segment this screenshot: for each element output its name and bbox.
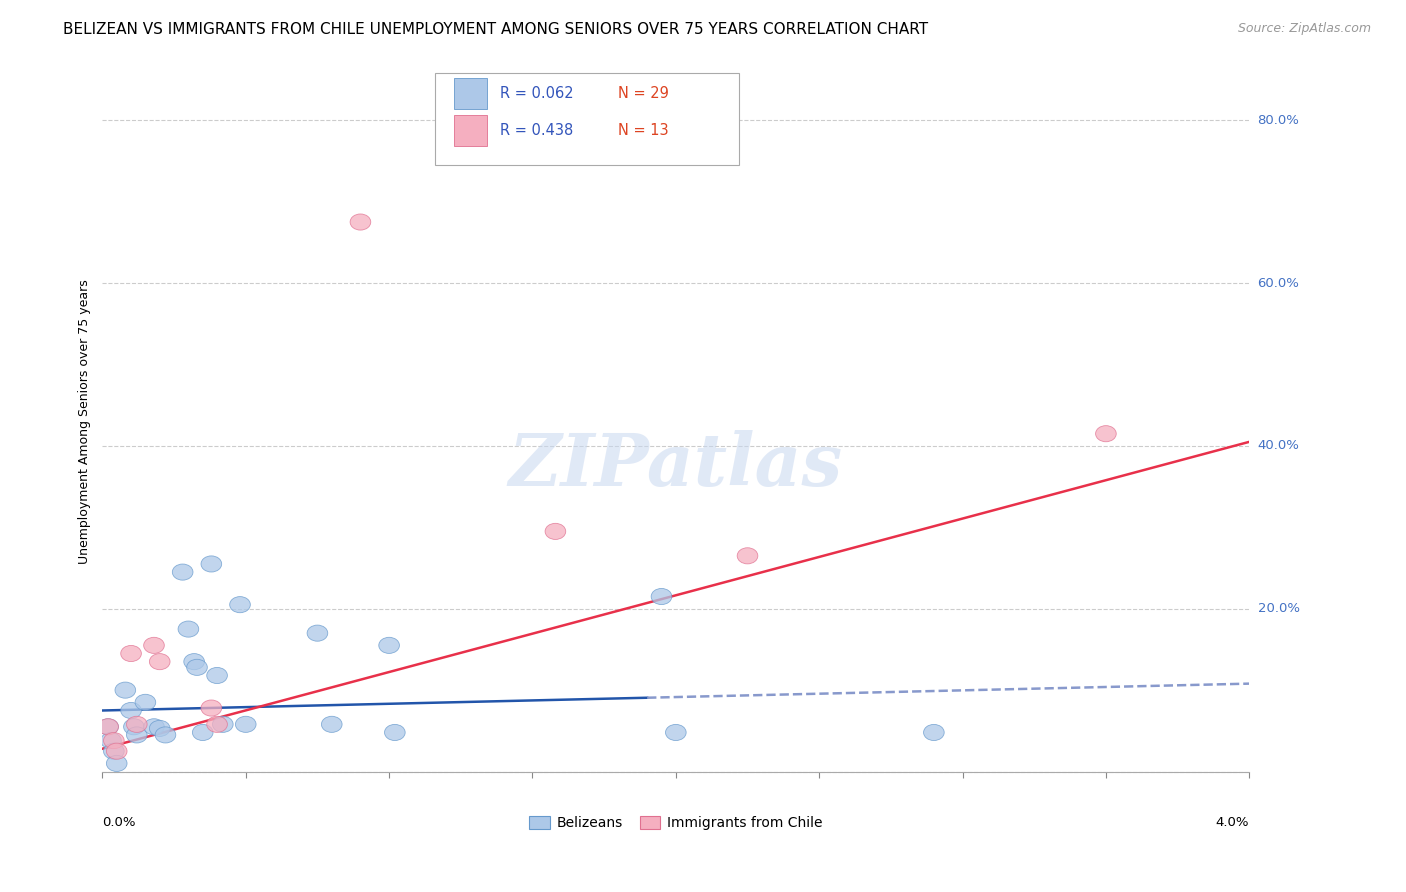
Ellipse shape <box>307 625 328 641</box>
Ellipse shape <box>121 646 142 662</box>
Text: 0.0%: 0.0% <box>103 815 136 829</box>
Text: Source: ZipAtlas.com: Source: ZipAtlas.com <box>1237 22 1371 36</box>
Ellipse shape <box>207 716 228 732</box>
Ellipse shape <box>143 719 165 735</box>
Text: N = 29: N = 29 <box>619 87 669 102</box>
Text: 80.0%: 80.0% <box>1257 114 1299 127</box>
Text: R = 0.438: R = 0.438 <box>501 123 574 138</box>
Ellipse shape <box>737 548 758 564</box>
Ellipse shape <box>124 719 145 735</box>
Ellipse shape <box>173 564 193 580</box>
Ellipse shape <box>121 702 142 719</box>
Ellipse shape <box>350 214 371 230</box>
Text: 20.0%: 20.0% <box>1257 602 1299 615</box>
Ellipse shape <box>1095 425 1116 442</box>
Ellipse shape <box>149 654 170 670</box>
Ellipse shape <box>651 589 672 605</box>
Legend: Belizeans, Immigrants from Chile: Belizeans, Immigrants from Chile <box>523 810 828 836</box>
Ellipse shape <box>924 724 945 740</box>
Ellipse shape <box>384 724 405 740</box>
Ellipse shape <box>201 556 222 572</box>
Text: R = 0.062: R = 0.062 <box>501 87 574 102</box>
Text: ZIPatlas: ZIPatlas <box>509 430 842 501</box>
Ellipse shape <box>127 727 148 743</box>
Ellipse shape <box>201 700 222 716</box>
Ellipse shape <box>101 732 121 748</box>
Ellipse shape <box>229 597 250 613</box>
Ellipse shape <box>665 724 686 740</box>
Ellipse shape <box>155 727 176 743</box>
Ellipse shape <box>184 654 204 670</box>
Ellipse shape <box>193 724 214 740</box>
Ellipse shape <box>98 719 118 735</box>
Ellipse shape <box>207 667 228 683</box>
Ellipse shape <box>235 716 256 732</box>
Ellipse shape <box>104 743 124 759</box>
FancyBboxPatch shape <box>434 73 740 165</box>
Ellipse shape <box>322 716 342 732</box>
Ellipse shape <box>107 743 127 759</box>
Ellipse shape <box>187 659 207 675</box>
Text: 60.0%: 60.0% <box>1257 277 1299 290</box>
Ellipse shape <box>546 524 565 540</box>
Ellipse shape <box>127 716 148 732</box>
Text: N = 13: N = 13 <box>619 123 669 138</box>
Text: BELIZEAN VS IMMIGRANTS FROM CHILE UNEMPLOYMENT AMONG SENIORS OVER 75 YEARS CORRE: BELIZEAN VS IMMIGRANTS FROM CHILE UNEMPL… <box>63 22 928 37</box>
Ellipse shape <box>107 756 127 772</box>
Ellipse shape <box>378 637 399 654</box>
Ellipse shape <box>104 732 124 748</box>
Y-axis label: Unemployment Among Seniors over 75 years: Unemployment Among Seniors over 75 years <box>79 279 91 564</box>
Ellipse shape <box>115 682 135 698</box>
Ellipse shape <box>98 719 118 735</box>
Ellipse shape <box>212 716 233 732</box>
Text: 40.0%: 40.0% <box>1257 440 1299 452</box>
Ellipse shape <box>149 721 170 737</box>
Text: 4.0%: 4.0% <box>1216 815 1250 829</box>
Ellipse shape <box>135 694 156 710</box>
Ellipse shape <box>179 621 198 637</box>
FancyBboxPatch shape <box>454 115 486 146</box>
Ellipse shape <box>143 637 165 654</box>
FancyBboxPatch shape <box>454 78 486 109</box>
